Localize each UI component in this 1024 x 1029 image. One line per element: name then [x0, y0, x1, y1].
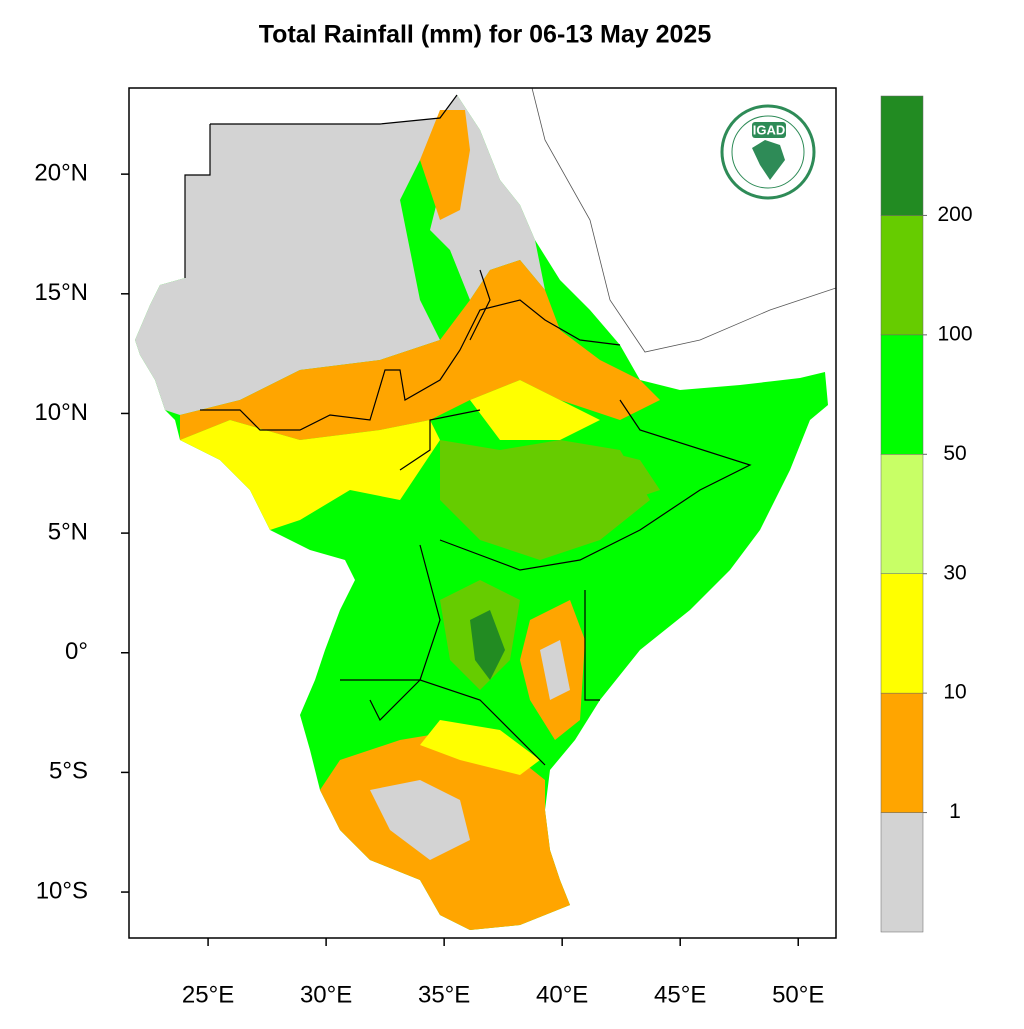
- y-tick-label: 5°S: [49, 758, 88, 785]
- moderate-rain: [420, 720, 540, 775]
- logo-badge: [752, 122, 786, 138]
- y-tick-label: 5°N: [48, 518, 88, 545]
- colorbar-bin: [880, 573, 924, 694]
- moderate-rain: [180, 420, 440, 530]
- colorbar-label: 10: [943, 681, 966, 704]
- map-frame: [128, 87, 837, 939]
- y-tick-label: 15°N: [34, 279, 88, 306]
- light-rain-band: [180, 260, 660, 440]
- dry-patch: [370, 780, 470, 860]
- very-heavy-rain: [470, 610, 505, 680]
- moderate-rain: [470, 380, 600, 440]
- logo-map: [752, 140, 785, 180]
- colorbar: 1 10 30 50 100 200: [880, 95, 973, 933]
- x-tick-label: 30°E: [300, 981, 352, 1008]
- y-tick-label: 0°: [65, 638, 88, 665]
- colorbar-bin: [880, 692, 924, 813]
- y-tick-label: 10°N: [34, 399, 88, 426]
- y-tick-label: 20°N: [34, 159, 88, 186]
- colorbar-label: 1: [949, 800, 961, 823]
- colorbar-bin: [880, 95, 924, 216]
- logo-inner-ring: [731, 115, 805, 189]
- logo-text: IGAD: [753, 122, 786, 137]
- x-tick-label: 50°E: [772, 981, 824, 1008]
- logo: IGAD: [720, 104, 816, 200]
- colorbar-label: 50: [943, 442, 966, 465]
- light-rain-patch: [420, 110, 470, 220]
- dry-patch: [540, 640, 570, 700]
- colorbar-bin: [880, 334, 924, 455]
- coastline: [531, 88, 836, 353]
- map-title: Total Rainfall (mm) for 06-13 May 2025: [259, 21, 712, 49]
- colorbar-label: 200: [937, 203, 972, 226]
- x-tick-label: 40°E: [536, 981, 588, 1008]
- x-tick-label: 45°E: [654, 981, 706, 1008]
- colorbar-bin: [880, 454, 924, 574]
- colorbar-bin: [880, 812, 924, 933]
- colorbar-bin: [880, 215, 924, 336]
- heavy-rain: [600, 450, 660, 500]
- map-area: [135, 88, 836, 930]
- borders: [184, 94, 752, 766]
- colorbar-label: 100: [937, 322, 972, 345]
- colorbar-label: 30: [943, 561, 966, 584]
- axes: 25°E 30°E 35°E 40°E 45°E 50°E 20°N 15°N 10°N 5°N 0…: [34, 159, 824, 1008]
- x-tick-label: 25°E: [182, 981, 234, 1008]
- heavy-rain: [440, 440, 650, 560]
- x-tick-label: 35°E: [418, 981, 470, 1008]
- y-tick-label: 10°S: [36, 877, 88, 904]
